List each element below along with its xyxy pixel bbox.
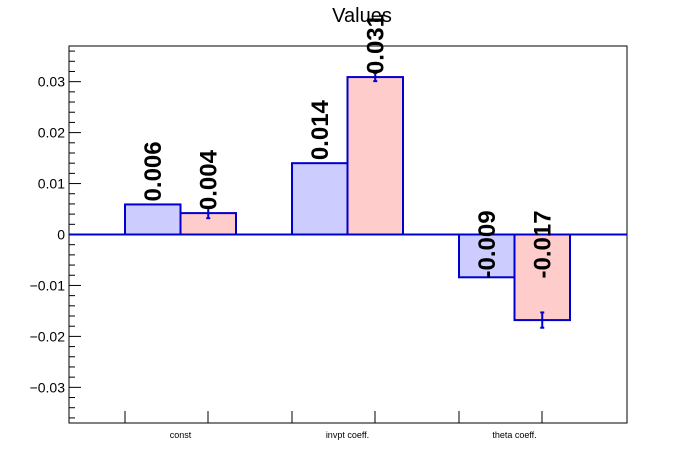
bar	[513, 233, 571, 322]
y-tick-label: −0.01	[30, 277, 66, 293]
y-tick-label: −0.03	[30, 379, 66, 395]
bars	[69, 72, 627, 329]
x-tick-label: const	[170, 430, 192, 440]
data-label: 0.006	[140, 141, 167, 201]
x-tick-label: invpt coeff.	[326, 430, 369, 440]
y-tick-label: −0.02	[30, 328, 66, 344]
y-axis: −0.03 −0.02 −0.01 0 0.01 0.02 0.03	[30, 50, 81, 419]
y-tick-label: 0.03	[38, 74, 65, 90]
data-label: -0.017	[529, 210, 556, 278]
data-label: -0.009	[474, 210, 501, 278]
bar	[346, 76, 404, 236]
bar	[124, 203, 182, 236]
data-labels: 0.006 0.014 -0.009 0.004 0.031 -0.017	[140, 14, 557, 278]
x-tick-label: theta coeff.	[492, 430, 536, 440]
data-label: 0.014	[307, 99, 334, 160]
chart-title: Values	[332, 5, 392, 27]
data-label: 0.004	[195, 149, 222, 210]
x-axis: const invpt coeff. theta coeff.	[124, 411, 543, 440]
y-tick-label: 0.02	[38, 125, 65, 141]
data-label: 0.031	[362, 14, 389, 74]
y-tick-label: 0	[57, 227, 65, 243]
bar	[291, 162, 349, 236]
y-tick-label: 0.01	[38, 176, 65, 192]
